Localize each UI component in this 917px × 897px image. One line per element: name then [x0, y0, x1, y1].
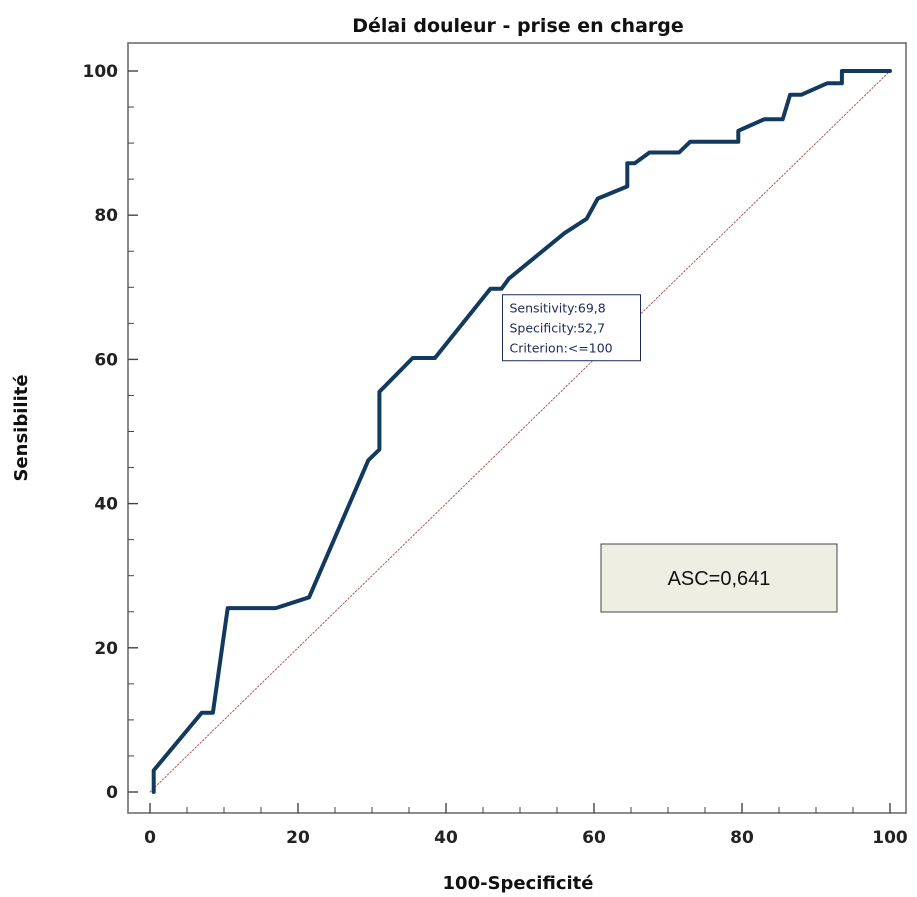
tooltip-sensitivity: Sensitivity:69,8 — [510, 301, 606, 316]
tooltip-box — [502, 294, 641, 362]
x-axis-title: 100-Specificité — [443, 873, 594, 894]
y-tick-label: 0 — [106, 783, 118, 803]
x-tick-label: 0 — [144, 828, 156, 848]
tooltip-specificity: Specificity:52,7 — [510, 321, 606, 336]
x-tick-label: 20 — [286, 828, 310, 848]
x-tick-label: 60 — [582, 828, 606, 848]
x-tick-label: 40 — [434, 828, 458, 848]
y-tick-label: 40 — [94, 495, 118, 515]
auc-label: ASC=0,641 — [668, 568, 771, 590]
chart-title: Délai douleur - prise en charge — [352, 15, 684, 37]
axis-ticks — [128, 70, 891, 813]
reference-diagonal-line — [149, 70, 891, 793]
series-layer — [149, 69, 892, 794]
roc-curve-line — [151, 69, 892, 794]
y-tick-label: 60 — [94, 350, 118, 370]
criterion-tooltip: Sensitivity:69,8 Specificity:52,7 Criter… — [502, 294, 641, 362]
tooltip-criterion: Criterion:<=100 — [510, 341, 613, 356]
x-tick-label: 80 — [730, 828, 754, 848]
y-tick-label: 20 — [94, 639, 118, 659]
y-tick-label: 80 — [94, 206, 118, 226]
y-axis-title: Sensibilité — [11, 374, 32, 481]
x-tick-label: 100 — [872, 828, 908, 848]
axis-tick-labels: 0 20 40 60 80 100 0 20 40 60 80 100 — [83, 62, 908, 848]
plot-frame — [127, 42, 907, 814]
auc-box — [600, 543, 838, 613]
y-tick-label: 100 — [83, 62, 119, 82]
